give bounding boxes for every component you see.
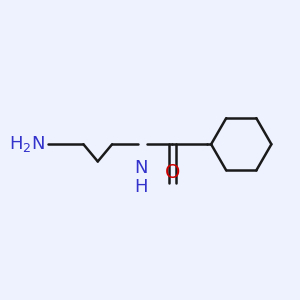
Text: H$_2$N: H$_2$N	[9, 134, 45, 154]
Text: O: O	[165, 163, 180, 182]
Text: N
H: N H	[134, 159, 148, 196]
